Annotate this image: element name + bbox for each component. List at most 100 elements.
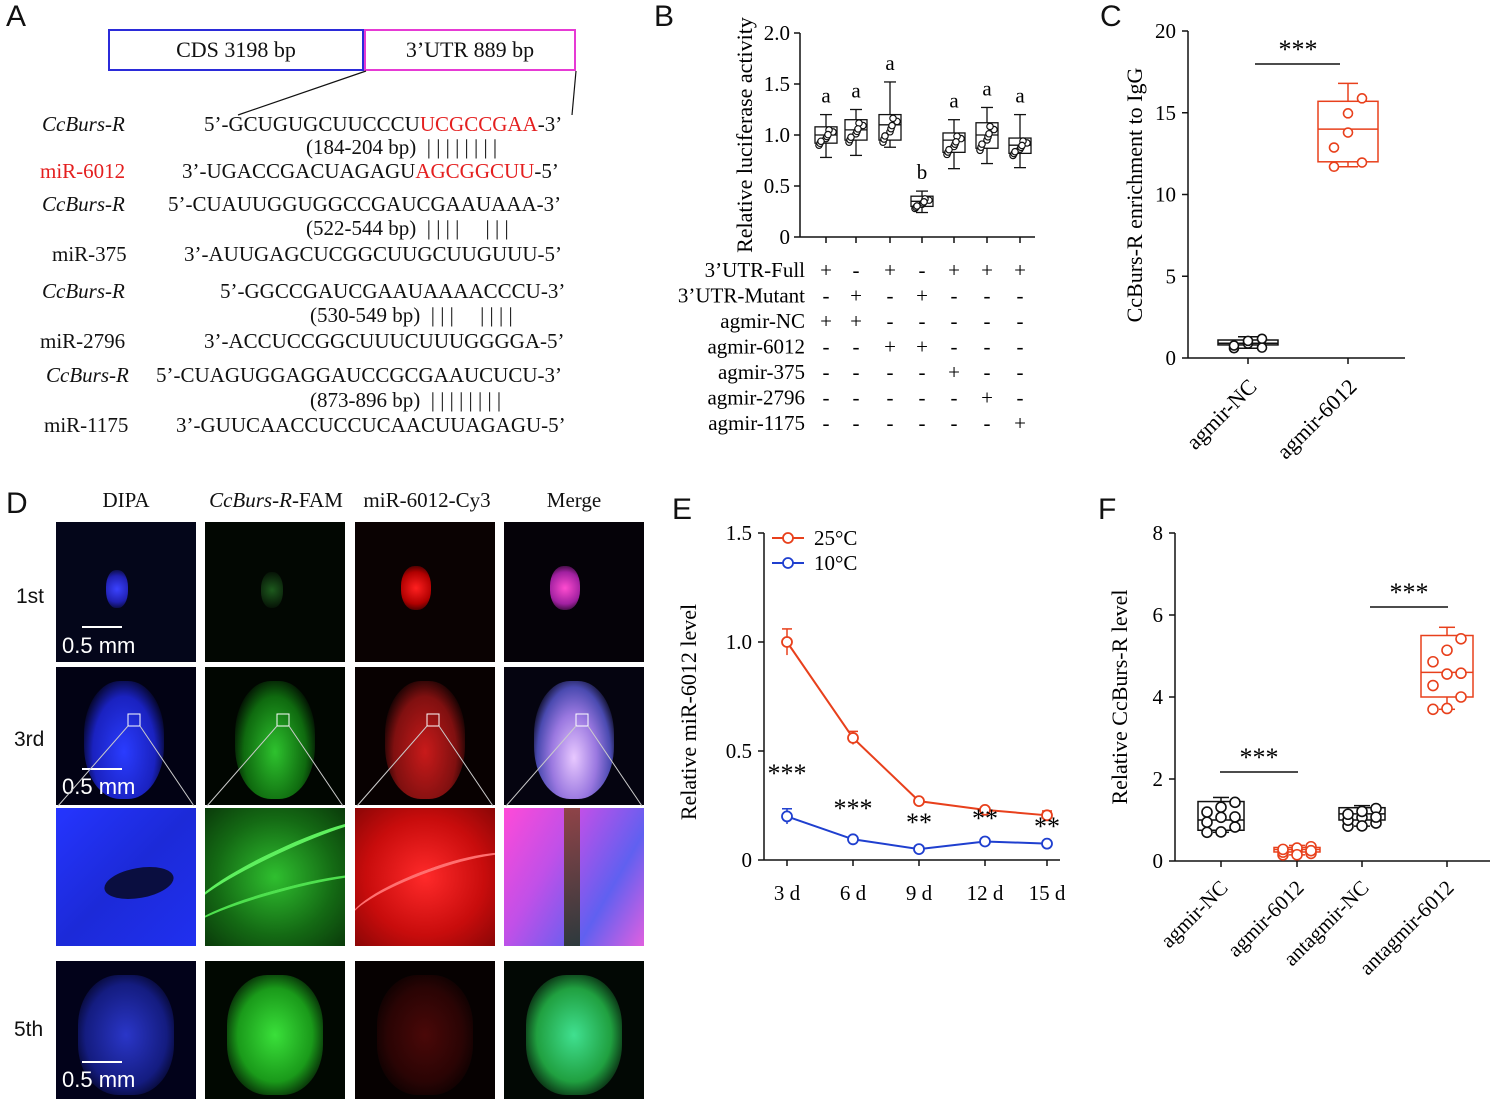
micrograph-3rd-cy3 — [355, 667, 495, 805]
col-label-fam: CcBurs-R-FAM — [209, 488, 343, 512]
table-mark: - — [823, 284, 830, 308]
micrograph-5th-cy3 — [355, 961, 495, 1099]
y-tick-label: 15 — [1155, 101, 1176, 125]
table-mark: - — [1017, 309, 1024, 333]
x-tick-label: agmir-NC — [1156, 876, 1233, 953]
data-point — [1455, 667, 1467, 680]
y-tick-label: 1.0 — [726, 630, 752, 654]
data-point — [1441, 702, 1453, 715]
y-axis-label: Relative miR-6012 level — [676, 604, 701, 820]
utr-zoom-lines — [237, 70, 577, 116]
pos-1: (184-204 bp) | | | | | | | | — [306, 135, 498, 159]
table-row-label: agmir-NC — [720, 309, 805, 333]
table-mark: - — [887, 411, 894, 435]
table-mark: - — [984, 309, 991, 333]
micrograph-zoom-merge — [504, 808, 644, 946]
data-point — [1242, 335, 1254, 347]
data-point — [1370, 811, 1382, 823]
table-mark: - — [853, 258, 860, 282]
table-mark: - — [823, 360, 830, 384]
table-mark: - — [951, 309, 958, 333]
table-row-label: agmir-2796 — [707, 386, 805, 410]
micrograph-3rd-fam — [205, 667, 345, 805]
table-mark: + — [981, 386, 993, 410]
row-label-5th: 5th — [14, 1018, 44, 1041]
target-name-3: CcBurs-R — [42, 279, 125, 303]
data-point — [1201, 826, 1213, 839]
micrograph-1st-merge — [504, 522, 644, 662]
panel-label-b: B — [654, 0, 675, 33]
table-mark: + — [948, 360, 960, 384]
mir-seq-4: 3’-GUUCAACCUCCUCAACUUAGAGU-5’ — [176, 413, 566, 437]
table-mark: - — [919, 258, 926, 282]
chart-c: 0 5 10 15 20 CcBurs-R enrichment to IgG agmir-… — [1122, 19, 1405, 464]
data-point — [1441, 668, 1453, 680]
table-mark: - — [984, 411, 991, 435]
series-line — [786, 641, 1048, 817]
utr-label: 3’UTR 889 bp — [405, 37, 535, 62]
mir-name-4: miR-1175 — [44, 413, 129, 437]
table-row-label: agmir-1175 — [708, 411, 805, 435]
table-mark: - — [1017, 284, 1024, 308]
significance-mark: *** — [1390, 578, 1429, 607]
table-mark: - — [951, 284, 958, 308]
data-point — [1427, 679, 1439, 692]
y-tick-label: 2 — [1153, 767, 1164, 791]
table-mark: - — [853, 360, 860, 384]
data-point — [847, 833, 859, 846]
significance-letter: a — [821, 84, 831, 108]
data-point — [1305, 844, 1317, 857]
y-tick-label: 1.5 — [726, 521, 752, 545]
micrograph-5th-merge — [504, 961, 644, 1099]
table-mark: - — [823, 335, 830, 359]
data-point — [889, 114, 897, 123]
table-mark: - — [853, 411, 860, 435]
table-mark: + — [1014, 258, 1026, 282]
table-mark: - — [919, 360, 926, 384]
table-mark: - — [823, 411, 830, 435]
data-point — [888, 121, 896, 130]
mir-name-2: miR-375 — [52, 242, 127, 266]
table-mark: + — [916, 335, 928, 359]
scale-bar-2 — [82, 768, 122, 770]
data-point — [1277, 843, 1289, 856]
legend-label: 25°C — [814, 526, 857, 550]
micrograph-zoom-cy3 — [355, 808, 495, 946]
y-tick-label: 4 — [1153, 685, 1164, 709]
table-row-label: agmir-375 — [718, 360, 805, 384]
y-tick-label: 0.5 — [764, 174, 790, 198]
significance-mark: *** — [1279, 35, 1318, 64]
significance-letter: a — [949, 89, 959, 113]
data-point — [945, 145, 953, 154]
data-point — [1342, 808, 1354, 821]
table-mark: - — [984, 360, 991, 384]
data-point — [1356, 820, 1368, 832]
significance-mark: *** — [834, 794, 873, 823]
y-tick-label: 0 — [1166, 346, 1177, 370]
scale-bar-3 — [82, 1061, 122, 1063]
data-point — [1256, 333, 1268, 345]
micrograph-zoom-fam — [205, 808, 345, 946]
target-seq-2: 5’-CUAUUGGUGGCCGAUCGAAUAAA-3’ — [168, 192, 562, 216]
data-point — [1427, 655, 1439, 668]
table-mark: - — [919, 309, 926, 333]
target-name-2: CcBurs-R — [42, 192, 125, 216]
y-tick-label: 6 — [1153, 603, 1164, 627]
x-tick-label: 12 d — [967, 881, 1004, 905]
panel-label-a: A — [6, 0, 27, 33]
y-tick-label: 2.0 — [764, 21, 790, 45]
target-name-4: CcBurs-R — [46, 363, 129, 387]
y-tick-label: 10 — [1155, 183, 1176, 207]
data-point — [817, 137, 825, 146]
table-mark: - — [853, 335, 860, 359]
legend-marker — [782, 532, 794, 544]
y-tick-label: 1.5 — [764, 72, 790, 96]
data-point — [1041, 837, 1053, 850]
table-mark: + — [820, 258, 832, 282]
significance-mark: ** — [906, 808, 932, 837]
target-name-1: CcBurs-R — [42, 112, 125, 136]
data-point — [952, 138, 960, 146]
data-point — [1356, 157, 1368, 168]
table-mark: + — [981, 258, 993, 282]
